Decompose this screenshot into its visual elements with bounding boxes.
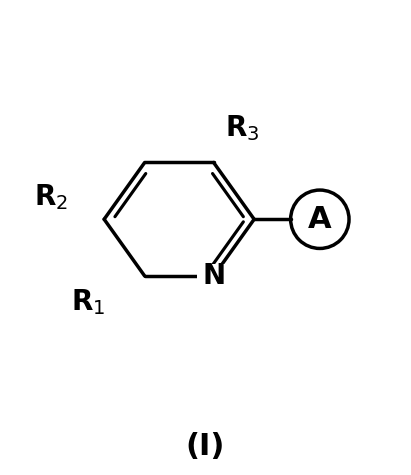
Text: R$_2$: R$_2$ [35, 182, 69, 212]
Text: R$_1$: R$_1$ [71, 287, 105, 317]
Text: A: A [308, 205, 332, 234]
Text: R$_3$: R$_3$ [225, 113, 259, 143]
Text: (I): (I) [186, 432, 225, 461]
FancyBboxPatch shape [197, 264, 230, 288]
Text: N: N [202, 262, 225, 290]
